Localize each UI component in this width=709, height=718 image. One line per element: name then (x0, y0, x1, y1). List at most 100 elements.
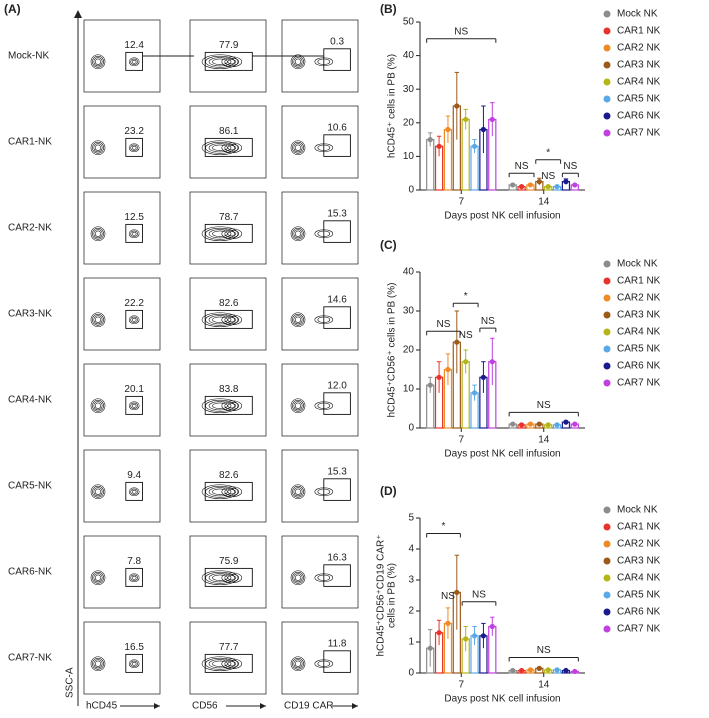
contour (94, 316, 102, 323)
contour (292, 657, 304, 670)
contour (201, 398, 239, 414)
y-tick-label: 0 (408, 185, 414, 196)
x-tick-label: 14 (538, 680, 550, 691)
y-axis-label: cells in PB (%) (387, 563, 398, 628)
contour (92, 227, 104, 240)
legend-label: CAR4 NK (617, 573, 661, 584)
mean-dot (545, 184, 551, 190)
legend-label: CAR4 NK (617, 327, 661, 338)
contour (201, 140, 239, 156)
contour (221, 314, 243, 326)
legend-marker (603, 311, 611, 319)
legend-label: CAR2 NK (617, 43, 661, 54)
x-axis-label: Days post NK cell infusion (444, 694, 560, 705)
contour (93, 659, 103, 669)
contour (130, 230, 138, 237)
contour (201, 226, 239, 242)
row-label: CAR3-NK (8, 309, 52, 320)
gate (323, 564, 351, 587)
legend-marker (603, 44, 611, 52)
gate-percent: 12.5 (124, 212, 144, 223)
gate-percent: 86.1 (219, 126, 239, 137)
y-axis-label: hCD45⁺CD56⁺ cells in PB (%) (387, 282, 398, 417)
contour (227, 575, 237, 581)
legend-marker (603, 379, 611, 387)
contour (224, 659, 240, 668)
y-tick-label: 30 (403, 306, 415, 317)
mean-dot (427, 645, 433, 651)
flow-plot (281, 621, 359, 695)
contour (294, 660, 302, 667)
mean-dot (572, 182, 578, 188)
legend-marker (603, 540, 611, 548)
legend-marker (603, 129, 611, 137)
contour (208, 487, 232, 497)
gate-percent: 78.7 (219, 212, 239, 223)
gate-percent: 14.6 (327, 294, 347, 305)
mean-dot (554, 422, 560, 428)
legend-marker (603, 608, 611, 616)
legend-label: CAR2 NK (617, 539, 661, 550)
contour (208, 143, 232, 153)
contour (290, 570, 306, 586)
legend-label: CAR1 NK (617, 522, 661, 533)
gate-percent: 23.2 (124, 126, 144, 137)
legend-marker (603, 557, 611, 565)
y-tick-label: 5 (408, 513, 414, 524)
legend-label: CAR1 NK (617, 276, 661, 287)
legend-marker (603, 328, 611, 336)
gate (204, 137, 253, 157)
contour (90, 54, 106, 70)
significance: NS (454, 26, 468, 37)
contour (221, 486, 243, 498)
arrow-head (74, 10, 82, 18)
legend-marker (603, 294, 611, 302)
contour (128, 659, 140, 669)
contour (292, 399, 304, 412)
gate (125, 309, 143, 329)
mean-dot (480, 126, 487, 133)
contour (208, 659, 232, 669)
mean-dot (436, 143, 442, 149)
mean-dot (471, 633, 478, 639)
panel-label: (A) (4, 2, 21, 16)
contour (93, 401, 103, 411)
legend-marker (603, 506, 611, 514)
flow-plot (281, 105, 359, 179)
gate (323, 306, 351, 329)
mean-dot (518, 667, 525, 674)
contour (90, 312, 106, 328)
significance: NS (541, 171, 555, 182)
y-tick-label: 20 (403, 117, 415, 128)
flow-plot (189, 277, 267, 351)
contour (292, 313, 304, 326)
contour (201, 656, 239, 672)
flow-plot (281, 535, 359, 609)
significance: NS (472, 589, 486, 600)
contour (201, 484, 239, 500)
contour (221, 572, 243, 584)
contour (293, 57, 303, 67)
legend-marker (603, 523, 611, 531)
arrow-head (352, 703, 358, 709)
contour (224, 401, 240, 410)
contour (293, 315, 303, 325)
flow-plot (281, 191, 359, 265)
legend-label: CAR4 NK (617, 77, 661, 88)
contour (294, 402, 302, 409)
contour (290, 140, 306, 156)
mean-dot (445, 366, 451, 373)
contour (294, 488, 302, 495)
gate (204, 223, 253, 243)
flow-plot (189, 449, 267, 523)
contour (130, 488, 138, 495)
mean-dot (427, 382, 433, 388)
mean-dot (510, 421, 516, 427)
y-tick-label: 2 (408, 606, 414, 617)
x-tick-label: 7 (458, 435, 464, 446)
mean-dot (572, 668, 578, 675)
mean-dot (563, 419, 569, 425)
gate-percent: 12.0 (327, 380, 347, 391)
contour (208, 229, 232, 239)
contour (227, 317, 237, 323)
